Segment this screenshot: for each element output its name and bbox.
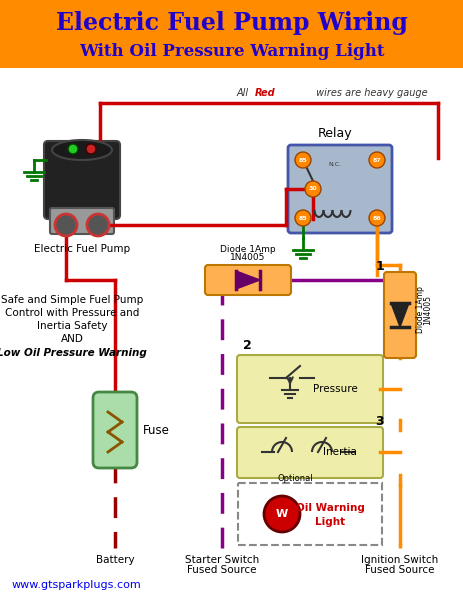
Circle shape <box>86 144 96 154</box>
Text: Inertia Safety: Inertia Safety <box>37 321 107 331</box>
Circle shape <box>55 214 77 236</box>
Text: 30: 30 <box>308 187 317 191</box>
FancyBboxPatch shape <box>205 265 290 295</box>
Text: 85: 85 <box>298 215 307 220</box>
Text: Red: Red <box>254 88 275 98</box>
Circle shape <box>294 152 310 168</box>
Text: 1: 1 <box>375 260 383 273</box>
Bar <box>0 0 463 68</box>
Text: Relay: Relay <box>317 127 351 140</box>
Text: With Oil Pressure Warning Light: With Oil Pressure Warning Light <box>79 43 384 59</box>
Text: wires are heavy gauge: wires are heavy gauge <box>312 88 426 98</box>
Circle shape <box>87 214 109 236</box>
FancyBboxPatch shape <box>238 483 381 545</box>
Text: Safe and Simple Fuel Pump: Safe and Simple Fuel Pump <box>1 295 143 305</box>
FancyBboxPatch shape <box>44 141 120 219</box>
FancyBboxPatch shape <box>288 145 391 233</box>
Text: Diode 1Amp: Diode 1Amp <box>415 287 424 334</box>
Text: 3: 3 <box>375 415 383 428</box>
Text: 85: 85 <box>298 157 307 163</box>
Polygon shape <box>236 271 259 289</box>
Text: www.gtsparkplugs.com: www.gtsparkplugs.com <box>12 580 141 590</box>
Text: 2: 2 <box>243 339 251 352</box>
Text: Pressure: Pressure <box>312 384 357 394</box>
Bar <box>0 68 463 600</box>
Text: Inertia: Inertia <box>322 447 356 457</box>
Circle shape <box>368 210 384 226</box>
Text: Low Oil Pressure Warning: Low Oil Pressure Warning <box>0 348 147 358</box>
FancyBboxPatch shape <box>237 427 382 478</box>
Text: Oil Warning: Oil Warning <box>295 503 363 513</box>
Text: 1N4005: 1N4005 <box>230 253 265 262</box>
FancyBboxPatch shape <box>237 355 382 423</box>
Text: Electric Fuel Pump Wiring: Electric Fuel Pump Wiring <box>56 11 407 35</box>
Text: Battery: Battery <box>95 555 134 565</box>
Circle shape <box>294 210 310 226</box>
Text: Electric Fuel Pump: Electric Fuel Pump <box>34 244 130 254</box>
Ellipse shape <box>52 140 112 160</box>
Circle shape <box>368 152 384 168</box>
Text: Starter Switch: Starter Switch <box>184 555 258 565</box>
Circle shape <box>263 496 300 532</box>
Text: Light: Light <box>314 517 344 527</box>
FancyBboxPatch shape <box>93 392 137 468</box>
Polygon shape <box>390 303 408 327</box>
Text: Optional: Optional <box>276 474 312 483</box>
Text: AND: AND <box>61 334 83 344</box>
Text: 1N4005: 1N4005 <box>422 295 431 325</box>
Text: Fused Source: Fused Source <box>187 565 256 575</box>
Circle shape <box>68 144 78 154</box>
Text: W: W <box>275 509 288 519</box>
Text: Ignition Switch: Ignition Switch <box>361 555 438 565</box>
Text: Control with Pressure and: Control with Pressure and <box>5 308 139 318</box>
Text: All: All <box>236 88 251 98</box>
FancyBboxPatch shape <box>50 208 114 234</box>
Text: Diode 1Amp: Diode 1Amp <box>220 245 275 254</box>
Text: 86: 86 <box>372 215 381 220</box>
Circle shape <box>304 181 320 197</box>
FancyBboxPatch shape <box>383 272 415 358</box>
Text: Fuse: Fuse <box>143 424 169 437</box>
Text: N.C.: N.C. <box>328 162 341 167</box>
Text: 87: 87 <box>372 157 381 163</box>
Text: Fused Source: Fused Source <box>364 565 434 575</box>
